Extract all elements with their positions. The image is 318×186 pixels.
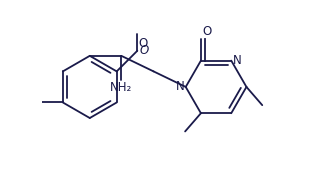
Text: O: O bbox=[139, 36, 148, 49]
Text: N: N bbox=[232, 54, 241, 67]
Text: NH₂: NH₂ bbox=[110, 81, 133, 94]
Text: O: O bbox=[139, 44, 149, 57]
Text: O: O bbox=[202, 25, 211, 38]
Text: N: N bbox=[176, 80, 184, 93]
